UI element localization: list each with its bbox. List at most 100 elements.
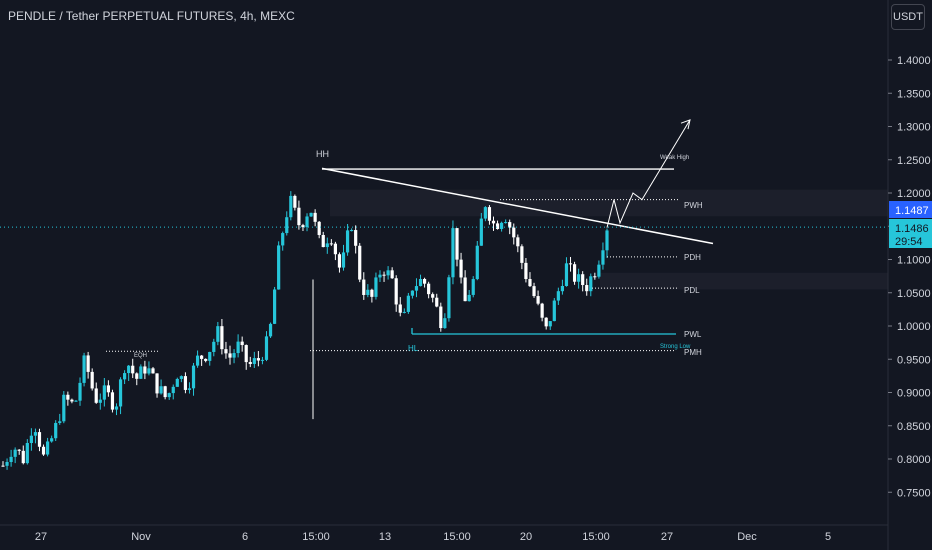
candle-body	[390, 270, 394, 279]
candle-body	[564, 263, 569, 287]
candle-body	[516, 237, 520, 247]
candle-body	[277, 245, 281, 290]
pwh-zone	[330, 189, 888, 217]
y-tick-label: 0.7500	[897, 487, 931, 499]
candle-body	[204, 358, 208, 361]
candle-body	[589, 276, 593, 292]
descending-trendline	[321, 167, 714, 245]
candle-body	[605, 230, 609, 251]
last-price-text: 1.1486	[895, 223, 929, 235]
x-tick-label: 13	[379, 531, 391, 543]
candle-body	[536, 296, 540, 304]
candle-body	[29, 435, 33, 443]
candle-body	[552, 300, 556, 322]
candle-body	[281, 233, 285, 246]
candle-body	[244, 345, 248, 363]
candle-body	[520, 246, 524, 263]
candle-body	[232, 353, 236, 358]
candle-body	[110, 392, 115, 410]
candle-body	[406, 295, 410, 312]
candle-body	[248, 362, 252, 364]
x-tick-label: Nov	[131, 531, 151, 543]
y-tick-label: 0.9000	[897, 388, 931, 400]
y-tick-label: 1.3000	[897, 122, 931, 134]
candle-body	[475, 245, 479, 280]
candle-body	[362, 279, 366, 295]
x-tick-label: Dec	[737, 531, 757, 543]
chart-title: PENDLE / Tether PERPETUAL FUTURES, 4h, M…	[8, 9, 295, 23]
candle-body	[58, 421, 62, 423]
candle-body	[341, 252, 346, 268]
pmh-label: PMH	[684, 348, 702, 357]
candle-body	[118, 379, 123, 407]
candle-body	[524, 262, 528, 280]
hl-label: HL	[408, 344, 419, 353]
candle-body	[208, 351, 212, 361]
candle-body	[386, 270, 390, 276]
candle-body	[374, 277, 378, 297]
candle-body	[435, 297, 439, 307]
candle-body	[418, 278, 423, 287]
candle-body	[21, 450, 25, 464]
candle-body	[114, 406, 119, 410]
candle-body	[459, 259, 463, 278]
candle-body	[500, 222, 504, 229]
candle-body	[224, 349, 228, 354]
candle-body	[455, 228, 459, 260]
weak-high-label: Weak High	[660, 155, 689, 161]
candle-body	[143, 366, 147, 374]
candle-body	[382, 274, 386, 276]
candle-body	[139, 366, 143, 379]
x-tick-label: 5	[825, 531, 831, 543]
currency-button[interactable]: USDT	[891, 4, 925, 30]
candle-body	[191, 365, 196, 389]
candle-body	[45, 441, 50, 455]
candle-body	[256, 358, 260, 361]
candle-body	[5, 462, 9, 466]
candle-body	[398, 304, 402, 313]
candle-body	[106, 385, 110, 393]
candle-body	[33, 432, 38, 436]
candle-body	[447, 277, 451, 319]
candle-body	[451, 228, 455, 278]
candle-body	[236, 341, 240, 354]
y-tick-label: 1.1000	[897, 255, 931, 267]
candle-body	[155, 373, 159, 394]
candle-body	[228, 353, 232, 358]
candle-body	[9, 456, 13, 463]
candle-body	[358, 245, 362, 280]
candle-body	[317, 221, 321, 235]
candle-body	[309, 212, 313, 217]
pwl-label: PWL	[684, 330, 702, 339]
candle-body	[131, 365, 135, 374]
candle-body	[313, 212, 317, 222]
projection-path	[606, 119, 691, 228]
candle-body	[25, 442, 29, 464]
price-badge-blue-text: 1.1487	[895, 205, 929, 217]
candle-body	[321, 234, 325, 248]
y-tick-label: 0.8000	[897, 454, 931, 466]
candle-body	[297, 207, 301, 226]
candle-body	[70, 399, 74, 402]
eqh-label: EQH	[134, 353, 147, 359]
candle-body	[394, 278, 398, 305]
candle-body	[41, 446, 46, 455]
x-tick-label: 15:00	[443, 531, 471, 543]
candle-body	[585, 285, 589, 292]
candle-body	[102, 385, 106, 400]
y-tick-label: 1.2500	[897, 155, 931, 167]
candle-body	[167, 393, 171, 398]
candle-body	[301, 225, 305, 228]
candle-body	[13, 449, 17, 457]
candle-body	[285, 217, 289, 234]
y-tick-label: 1.2000	[897, 188, 931, 200]
candle-body	[471, 279, 475, 295]
candle-body	[540, 303, 544, 318]
annotation-lines	[0, 119, 888, 352]
candle-body	[568, 263, 573, 265]
candle-body	[98, 399, 102, 403]
candle-body	[544, 317, 548, 327]
candle-body	[78, 382, 82, 401]
candle-body	[366, 289, 370, 295]
